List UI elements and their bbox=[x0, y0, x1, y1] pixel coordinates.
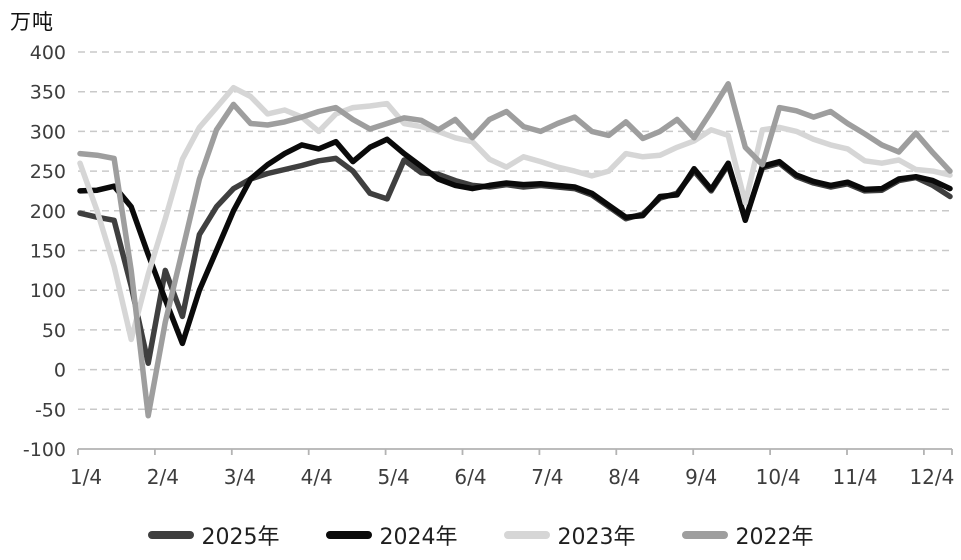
series-line-2022年 bbox=[77, 81, 953, 419]
y-axis-unit-label: 万吨 bbox=[10, 10, 54, 34]
x-axis-tick-label: 4/4 bbox=[301, 465, 333, 489]
x-axis-tick-label: 1/4 bbox=[70, 465, 102, 489]
legend-swatch-2022年 bbox=[681, 531, 728, 539]
x-axis-tick-label: 11/4 bbox=[833, 465, 878, 489]
y-axis-tick-label: 350 bbox=[30, 82, 66, 104]
chart-legend: 2025年 2024年 2023年 2022年 bbox=[0, 519, 961, 551]
series-line-2024年 bbox=[77, 136, 953, 347]
x-axis-tick-label: 5/4 bbox=[378, 465, 410, 489]
series-line-2023年 bbox=[77, 84, 953, 343]
legend-label-2024年: 2024年 bbox=[379, 525, 458, 550]
y-axis-tick-label: -100 bbox=[23, 439, 66, 461]
y-axis-tick-label: 100 bbox=[30, 280, 66, 302]
legend-item-2023年: 2023年 bbox=[503, 519, 636, 551]
x-axis-tick-label: 3/4 bbox=[224, 465, 256, 489]
x-axis-tick-label: 2/4 bbox=[147, 465, 179, 489]
y-axis-tick-label: 400 bbox=[30, 42, 66, 64]
legend-label-2025年: 2025年 bbox=[201, 525, 280, 550]
legend-item-2025年: 2025年 bbox=[147, 519, 280, 551]
x-axis-tick-label: 10/4 bbox=[756, 465, 801, 489]
x-axis-tick-label: 12/4 bbox=[909, 465, 954, 489]
y-axis-tick-label: 250 bbox=[30, 161, 66, 183]
y-axis-tick-label: 150 bbox=[30, 241, 66, 263]
legend-item-2024年: 2024年 bbox=[325, 519, 458, 551]
legend-swatch-2024年 bbox=[325, 531, 372, 539]
y-axis-tick-label: 300 bbox=[30, 121, 66, 143]
y-axis-tick-label: 50 bbox=[42, 320, 66, 342]
y-axis-tick-label: 200 bbox=[30, 201, 66, 223]
x-axis-tick-label: 9/4 bbox=[685, 465, 717, 489]
x-axis-tick-label: 7/4 bbox=[531, 465, 563, 489]
legend-label-2023年: 2023年 bbox=[557, 525, 636, 550]
legend-swatch-2023年 bbox=[503, 531, 550, 539]
y-axis-tick-label: 0 bbox=[54, 360, 66, 382]
x-axis-tick-label: 8/4 bbox=[608, 465, 640, 489]
legend-item-2022年: 2022年 bbox=[681, 519, 814, 551]
legend-label-2022年: 2022年 bbox=[735, 525, 814, 550]
y-axis-tick-label: -50 bbox=[35, 399, 66, 421]
legend-swatch-2025年 bbox=[147, 531, 194, 539]
x-axis-tick-label: 6/4 bbox=[454, 465, 486, 489]
